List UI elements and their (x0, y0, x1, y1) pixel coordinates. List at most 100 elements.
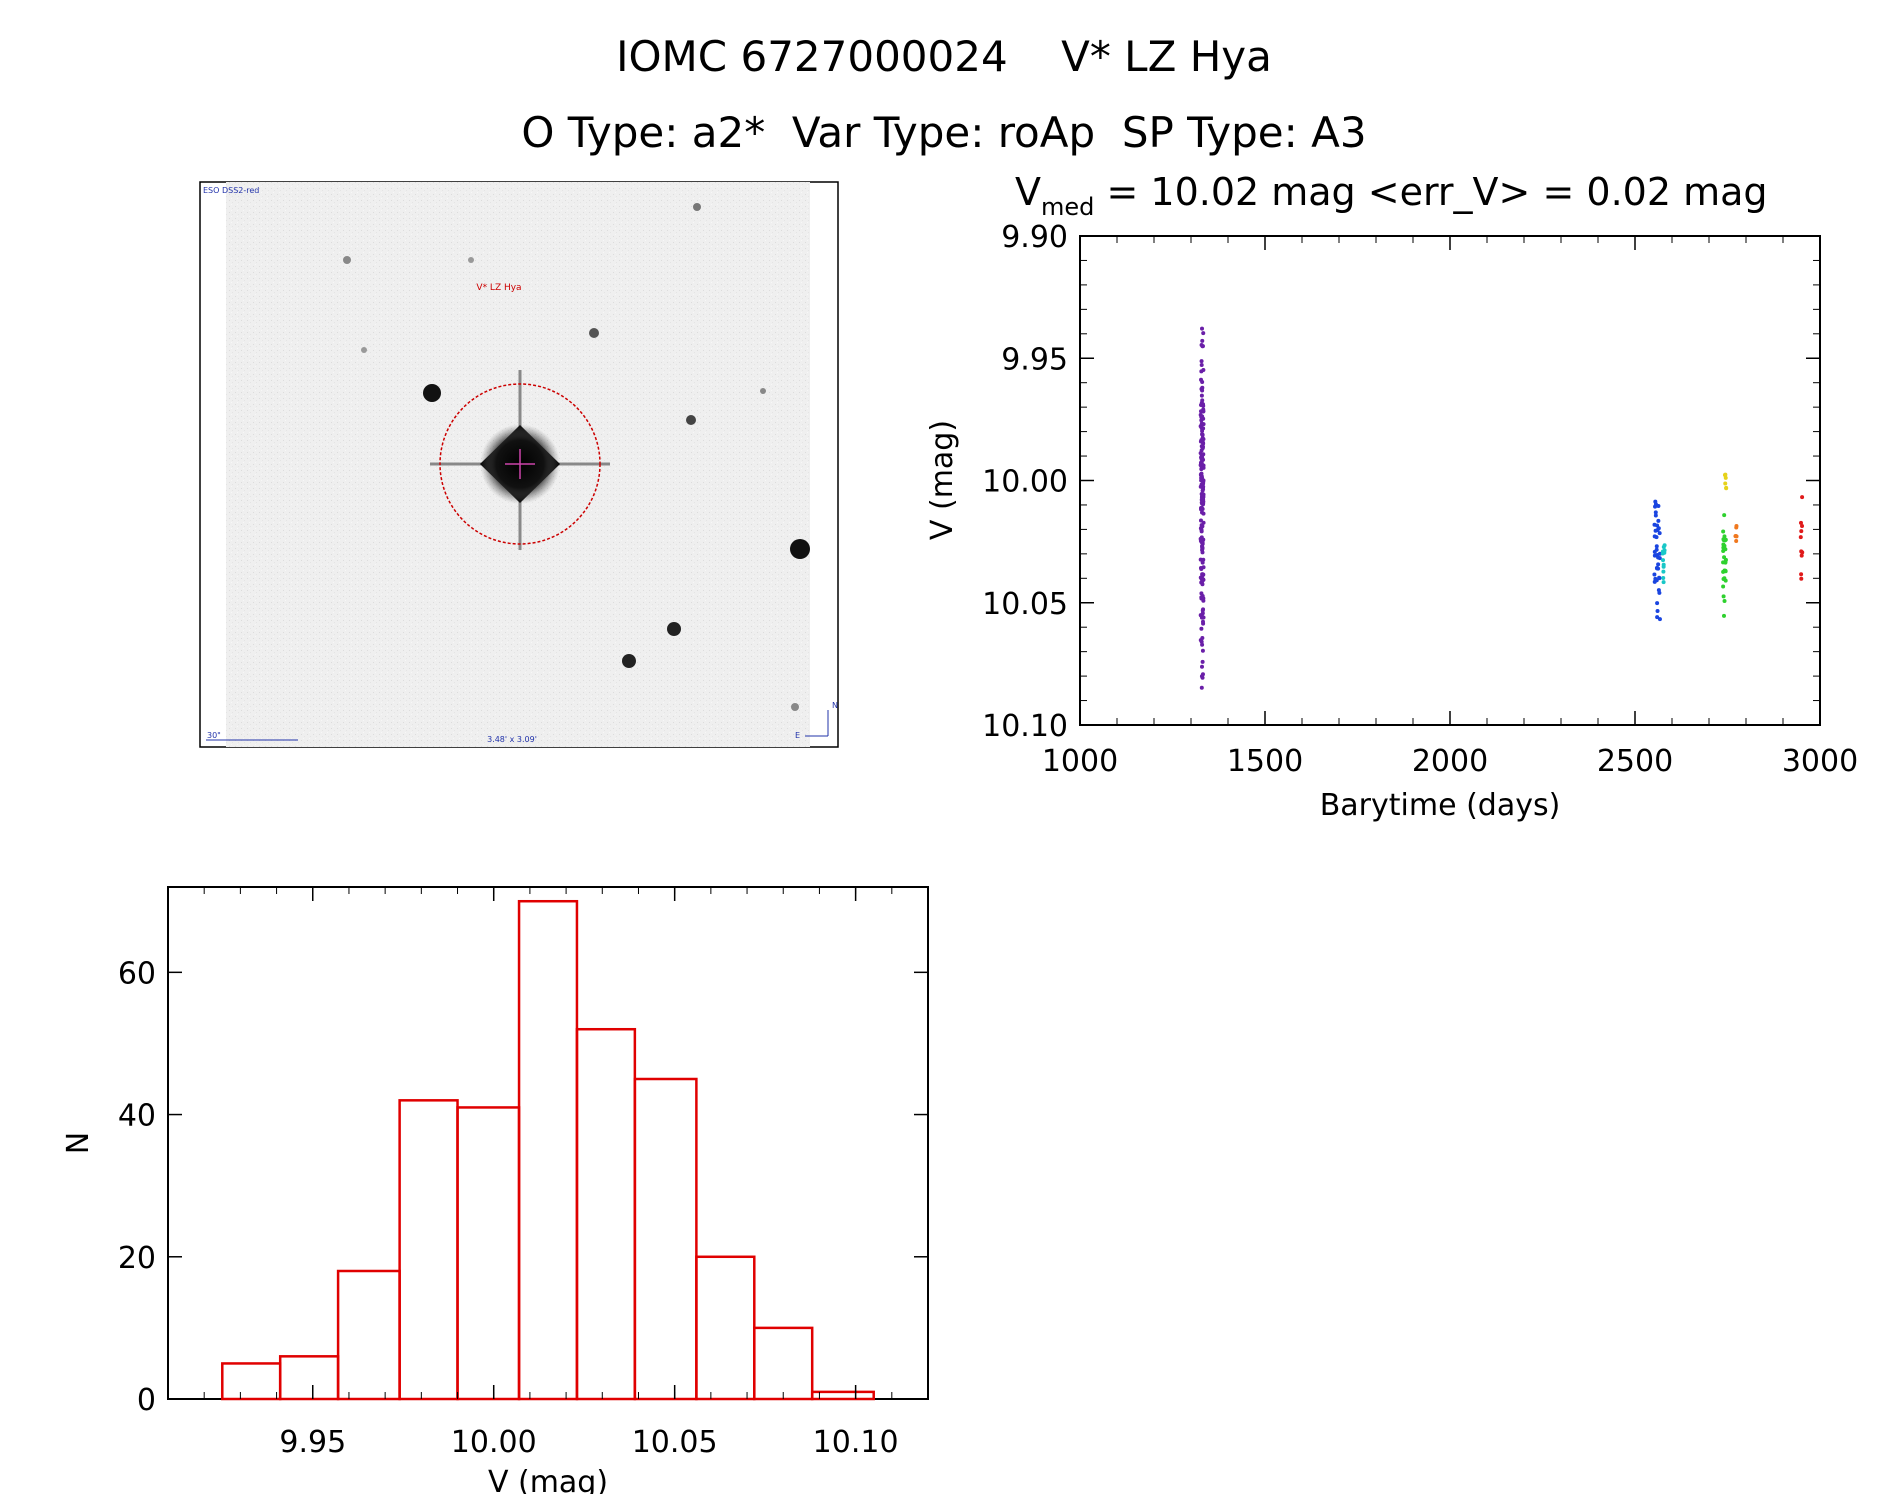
data-point-season-2b (1661, 580, 1666, 585)
x-tick-label: 2500 (1597, 744, 1673, 779)
data-point-season-1 (1200, 338, 1205, 343)
data-point-season-2a (1656, 518, 1661, 523)
data-point-season-1 (1200, 385, 1205, 390)
light-curve-title: Vmed = 10.02 mag <err_V> = 0.02 mag (1015, 170, 1768, 221)
data-point-season-2a (1652, 522, 1657, 527)
data-point-season-4 (1799, 553, 1804, 558)
data-point-season-3a (1723, 557, 1728, 562)
light-curve-title-rest: = 10.02 mag <err_V> = 0.02 mag (1094, 170, 1767, 214)
data-point-season-1 (1201, 596, 1206, 601)
data-point-season-1 (1200, 488, 1205, 493)
light-curve-title-prefix: V (1015, 170, 1041, 214)
object-label: V* LZ Hya (476, 283, 521, 293)
data-point-season-1 (1200, 414, 1205, 419)
compass-north-label: N (832, 701, 838, 710)
data-point-season-1 (1199, 685, 1204, 690)
data-point-season-4 (1799, 576, 1804, 581)
data-point-season-1 (1201, 497, 1206, 502)
light-curve-ticks: 1000 1500 2000 2500 3000 9.90 9.95 10.00 10.05 10… (982, 220, 1858, 779)
data-point-season-3c (1734, 534, 1739, 539)
histogram-bar (575, 1027, 637, 1401)
data-point-season-4 (1800, 524, 1805, 529)
data-point-season-1 (1200, 582, 1205, 587)
x-tick-label: 10.05 (632, 1425, 718, 1460)
data-point-season-1 (1200, 550, 1205, 555)
data-point-season-1 (1199, 567, 1204, 572)
data-point-season-2b (1660, 551, 1665, 556)
data-point-season-2b (1661, 575, 1666, 580)
data-point-season-2a (1652, 572, 1657, 577)
target-circle (439, 383, 601, 545)
data-point-season-1 (1198, 526, 1203, 531)
survey-label: ESO DSS2-red (203, 186, 259, 195)
data-point-season-1 (1198, 536, 1203, 541)
data-point-season-3a (1721, 584, 1726, 589)
data-point-season-2a (1654, 578, 1659, 583)
data-point-season-3a (1721, 594, 1726, 599)
data-point-season-2a (1655, 615, 1660, 620)
data-point-season-2a (1655, 566, 1660, 571)
data-point-season-1 (1200, 344, 1205, 349)
data-point-season-1 (1199, 362, 1204, 367)
data-point-season-3a (1721, 537, 1726, 542)
data-point-season-2a (1653, 513, 1658, 518)
data-point-season-2a (1655, 553, 1660, 558)
y-tick-label: 60 (118, 956, 156, 991)
data-point-season-2b (1661, 569, 1666, 574)
data-point-season-1 (1199, 393, 1204, 398)
x-tick-label: 1500 (1227, 744, 1303, 779)
x-tick-label: 10.10 (813, 1425, 899, 1460)
light-curve-xlabel: Barytime (days) (1320, 788, 1561, 823)
data-point-season-1 (1199, 507, 1204, 512)
field-star (589, 328, 599, 338)
data-point-season-2a (1653, 528, 1658, 533)
data-point-season-2b (1662, 543, 1667, 548)
field-star (686, 415, 696, 425)
light-curve-plot: Vmed = 10.02 mag <err_V> = 0.02 mag 1000… (925, 170, 1858, 823)
y-tick-label: 10.00 (982, 465, 1068, 500)
data-point-season-1 (1198, 472, 1203, 477)
histogram-bar (221, 1362, 282, 1401)
data-point-season-1 (1201, 492, 1206, 497)
data-point-season-1 (1201, 465, 1206, 470)
light-curve-ylabel: V (mag) (925, 420, 960, 540)
data-point-season-1 (1200, 659, 1205, 664)
data-point-season-1 (1199, 403, 1204, 408)
data-point-season-1 (1198, 638, 1203, 643)
data-point-season-4 (1799, 529, 1804, 534)
data-point-season-4 (1800, 495, 1805, 500)
field-star (667, 622, 681, 636)
data-point-season-1 (1201, 452, 1206, 457)
histogram-bar (695, 1255, 756, 1401)
histogram-bar (517, 899, 579, 1401)
data-point-season-1 (1198, 484, 1203, 489)
histogram-bar (398, 1099, 459, 1401)
data-point-season-2a (1657, 531, 1662, 536)
data-point-season-1 (1198, 518, 1203, 523)
data-point-season-3a (1723, 568, 1728, 573)
data-point-season-1 (1200, 398, 1205, 403)
histogram-bar (753, 1326, 814, 1401)
data-point-season-1 (1199, 626, 1204, 631)
data-point-season-2a (1654, 535, 1659, 540)
data-point-season-3b (1724, 486, 1729, 491)
histogram-xlabel: V (mag) (488, 1465, 608, 1494)
field-star (361, 347, 367, 353)
field-star (423, 384, 441, 402)
histogram-bar (278, 1355, 340, 1401)
field-star (760, 388, 766, 394)
x-tick-label: 9.95 (279, 1425, 346, 1460)
y-tick-label: 9.95 (1001, 342, 1068, 377)
data-point-season-1 (1200, 432, 1205, 437)
data-point-season-4 (1799, 572, 1804, 577)
data-point-season-4 (1798, 520, 1803, 525)
data-point-season-1 (1201, 621, 1206, 626)
data-point-season-2a (1654, 544, 1659, 549)
data-point-season-1 (1201, 577, 1206, 582)
data-point-season-1 (1200, 428, 1205, 433)
data-point-season-1 (1201, 331, 1206, 336)
data-point-season-1 (1199, 438, 1204, 443)
histogram-bars (221, 899, 875, 1401)
